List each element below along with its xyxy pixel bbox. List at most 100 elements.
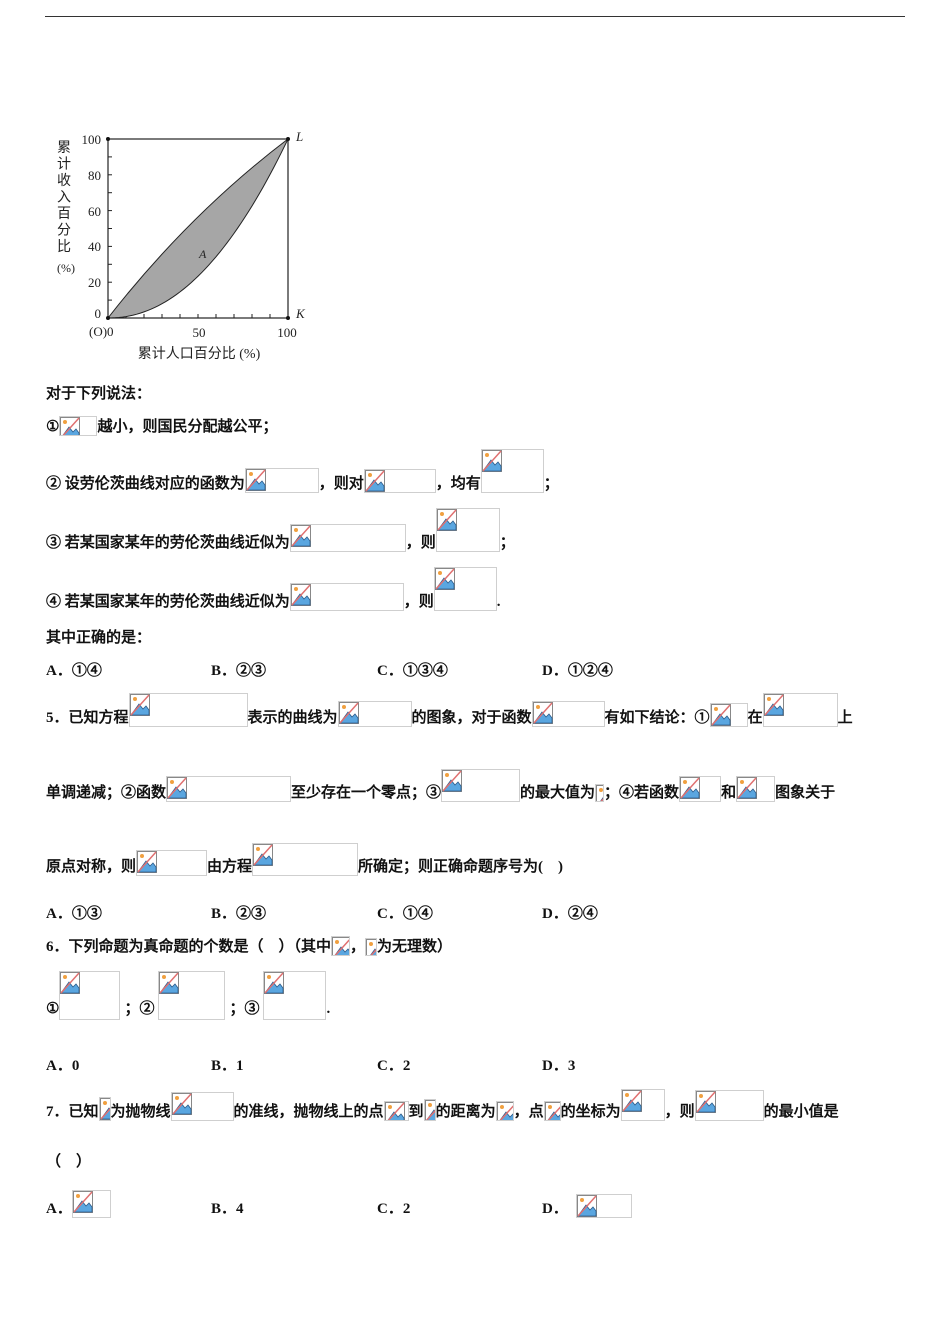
text: C．①④ <box>377 906 433 922</box>
header-rule <box>45 16 905 17</box>
y-tick-label: 40 <box>88 239 101 254</box>
formula-image <box>383 1101 409 1121</box>
text: 越小，则国民分配越公平； <box>97 419 278 435</box>
text: 所确定；则正确命题序号为( ) <box>358 859 564 875</box>
q7-option-b[interactable]: B．4 <box>211 1197 244 1218</box>
q7-option-d[interactable]: D． <box>542 1194 632 1218</box>
statement-2: ② 设劳伦茨曲线对应的函数为 ，则对 ，均有 ； <box>46 449 559 493</box>
text: C．①③④ <box>377 663 448 679</box>
q6-option-c[interactable]: C．2 <box>377 1054 410 1075</box>
text: D．①②④ <box>542 663 613 679</box>
text: A． <box>46 1201 72 1217</box>
label-k: K <box>295 306 306 321</box>
formula-image <box>495 1101 514 1121</box>
region-a-shaded <box>106 138 289 319</box>
point-o <box>106 316 110 320</box>
x-axis-label: 累计人口百分比 (%) <box>138 346 261 362</box>
y-tick-label: 80 <box>88 168 101 183</box>
formula-image <box>423 1099 436 1121</box>
text: 的图象，对于函数 <box>411 710 532 726</box>
text: ； <box>499 535 515 551</box>
broken-image-icon <box>496 1102 513 1120</box>
q6-option-a[interactable]: A．0 <box>46 1054 79 1075</box>
broken-image-icon <box>332 937 350 955</box>
q7-option-c[interactable]: C．2 <box>377 1197 410 1218</box>
text: 在 <box>747 710 763 726</box>
text: ① <box>46 1000 60 1017</box>
text: 的准线，抛物线上的点 <box>233 1104 384 1120</box>
text: ④ 若某国家某年的劳伦茨曲线近似为 <box>46 594 290 610</box>
text: ② 设劳伦茨曲线对应的函数为 <box>46 476 245 492</box>
statement-3: ③ 若某国家某年的劳伦茨曲线近似为 ，则 ； <box>46 508 515 552</box>
text: ③ 若某国家某年的劳伦茨曲线近似为 <box>46 535 290 551</box>
text: B．4 <box>211 1201 244 1217</box>
text: 上 <box>837 710 853 726</box>
formula-image <box>166 776 292 802</box>
formula-image <box>480 449 544 493</box>
text: 和 <box>721 785 737 801</box>
broken-image-icon <box>99 1098 110 1120</box>
text: 原点对称，则 <box>46 859 137 875</box>
formula-image <box>59 416 98 436</box>
formula-image <box>441 769 521 802</box>
text: ，则 <box>405 535 436 551</box>
q4-option-c[interactable]: C．①③④ <box>377 659 448 680</box>
formula-image <box>128 693 248 727</box>
text: ；④若函数 <box>604 785 680 801</box>
broken-image-icon <box>253 844 274 866</box>
y-tick-label: 0 <box>95 306 102 321</box>
broken-image-icon <box>481 450 502 472</box>
broken-image-icon <box>621 1090 642 1112</box>
q5-line-2: 单调递减；②函数 至少存在一个零点；③ 的最大值为 ；④若函数 和 图象关于 <box>46 769 835 802</box>
statement-4: ④ 若某国家某年的劳伦茨曲线近似为 ，则 . <box>46 567 501 611</box>
y-tick-label: 20 <box>88 275 101 290</box>
q6-option-b[interactable]: B．1 <box>211 1054 244 1075</box>
q4-option-a[interactable]: A．①④ <box>46 659 102 680</box>
text: 单调递减；②函数 <box>46 785 167 801</box>
label-a: A <box>198 247 207 261</box>
text: 到 <box>408 1104 424 1120</box>
x-tick-label: 100 <box>277 325 297 340</box>
text: ； <box>543 476 559 492</box>
q7-line-1: 7．已知 为抛物线 的准线，抛物线上的点 到 的距离为 ，点 的坐标为 ，则 的… <box>46 1089 839 1121</box>
frame <box>107 138 289 319</box>
text: A．0 <box>46 1058 80 1074</box>
formula-image <box>679 776 722 802</box>
broken-image-icon <box>60 417 81 435</box>
q4-option-d[interactable]: D．①②④ <box>542 659 613 680</box>
text: 表示的曲线为 <box>247 710 338 726</box>
text: 的距离为 <box>435 1104 496 1120</box>
y-axis-unit: (%) <box>57 261 75 275</box>
q5-option-c[interactable]: C．①④ <box>377 902 433 923</box>
text: （ ） <box>46 1154 92 1170</box>
broken-image-icon <box>364 470 385 492</box>
q6-option-d[interactable]: D．3 <box>542 1054 575 1075</box>
text: ；② <box>124 1000 155 1017</box>
formula-image <box>331 936 351 956</box>
q5-option-a[interactable]: A．①③ <box>46 902 102 923</box>
broken-image-icon <box>366 939 377 955</box>
broken-image-icon <box>424 1100 435 1120</box>
point-l <box>286 137 290 141</box>
text: 的最小值是 <box>763 1104 839 1120</box>
q7-option-a[interactable]: A． <box>46 1190 111 1218</box>
axis-ticks <box>108 156 271 318</box>
formula-image <box>263 971 327 1020</box>
formula-image <box>337 701 412 727</box>
formula-image <box>365 938 378 956</box>
q4-option-b[interactable]: B．②③ <box>211 659 266 680</box>
formula-image <box>252 843 359 876</box>
text: C．2 <box>377 1201 411 1217</box>
text: ；③ <box>229 1000 260 1017</box>
q7-line-2: （ ） <box>46 1153 91 1171</box>
y-tick-label: 60 <box>88 204 101 219</box>
lorenz-curve-figure: 100 80 60 40 20 0 (O)0 50 100 L K A 累计收入… <box>57 129 306 362</box>
text: 的最大值为 <box>520 785 596 801</box>
broken-image-icon <box>384 1102 405 1120</box>
formula-image <box>531 701 605 727</box>
broken-image-icon <box>442 770 463 792</box>
q4-question: 其中正确的是： <box>46 629 151 647</box>
q5-option-b[interactable]: B．②③ <box>211 902 266 923</box>
q5-option-d[interactable]: D．②④ <box>542 902 598 923</box>
formula-image <box>435 508 500 552</box>
